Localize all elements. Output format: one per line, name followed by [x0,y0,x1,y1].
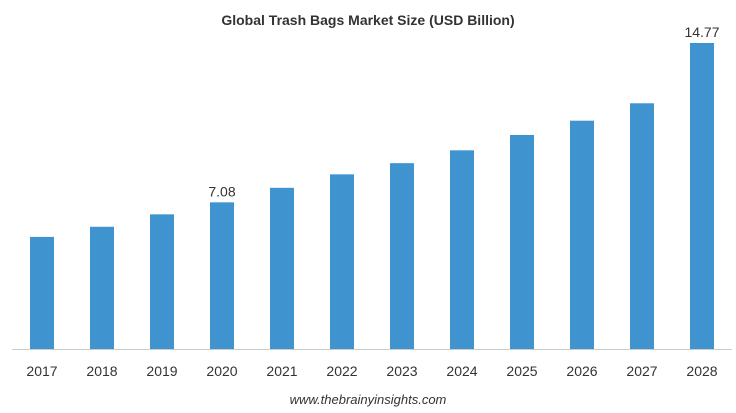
x-tick-label-2021: 2021 [266,363,297,379]
bar-2028 [690,43,714,349]
data-label-2028: 14.77 [684,24,719,40]
x-tick-label-2017: 2017 [26,363,57,379]
x-tick-label-2022: 2022 [326,363,357,379]
x-axis-ticks: 2017 2018 2019 2020 2021 2022 2023 2024 2025 2026… [26,363,717,379]
bar-2020 [210,202,234,349]
bar-2018 [90,226,114,349]
bar-2019 [150,214,174,349]
source-label: www.thebrainyinsights.com [290,392,447,407]
x-tick-label-2019: 2019 [146,363,177,379]
x-tick-label-2020: 2020 [206,363,237,379]
x-tick-label-2023: 2023 [386,363,417,379]
x-tick-label-2018: 2018 [86,363,117,379]
x-tick-label-2025: 2025 [506,363,537,379]
bar-2027 [630,103,654,349]
x-tick-label-2027: 2027 [626,363,657,379]
x-tick-label-2024: 2024 [446,363,477,379]
bar-2024 [450,150,474,349]
data-label-2020: 7.08 [208,183,235,199]
bars-layer [30,43,714,349]
data-labels: 7.08 14.77 [208,24,719,199]
bar-2017 [30,236,54,349]
bar-2023 [390,163,414,349]
x-tick-label-2026: 2026 [566,363,597,379]
bar-2026 [570,120,594,349]
bar-2025 [510,134,534,349]
bar-2021 [270,187,294,349]
chart-title: Global Trash Bags Market Size (USD Billi… [221,12,514,28]
x-tick-label-2028: 2028 [686,363,717,379]
bar-2022 [330,174,354,349]
